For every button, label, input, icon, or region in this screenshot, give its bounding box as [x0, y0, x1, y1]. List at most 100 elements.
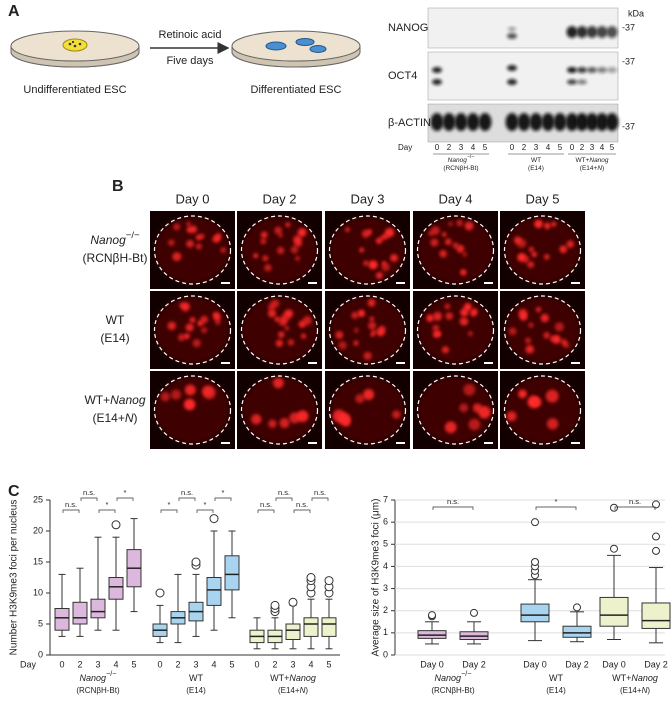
focus: [513, 236, 522, 245]
focus: [518, 389, 527, 399]
outlier: [270, 600, 280, 610]
dish-undifferentiated: [10, 30, 140, 68]
focus: [264, 263, 272, 272]
focus: [189, 225, 198, 234]
day-tick: 3: [534, 143, 539, 152]
group-label-part: Nanog: [631, 673, 658, 683]
band: [595, 113, 609, 131]
band: [606, 26, 618, 38]
significance-label: n.s.: [83, 488, 95, 497]
x-tick-label: Day 2: [565, 659, 589, 669]
band: [577, 67, 587, 73]
group-label: Nanog−/−: [435, 669, 472, 683]
day-tick: 4: [600, 143, 605, 152]
focus: [527, 261, 535, 269]
group-sublabel: (E14+N): [580, 165, 604, 172]
blot-strip: [427, 51, 619, 101]
significance-label: n.s.: [260, 500, 272, 509]
focus: [392, 410, 401, 419]
protein-label: β-ACTIN: [388, 117, 431, 129]
focus: [367, 298, 376, 307]
group-label-part: WT: [189, 673, 203, 683]
focus: [212, 311, 219, 318]
column-header: Day 3: [351, 191, 385, 206]
focus: [376, 328, 385, 337]
unit-label: kDa: [628, 8, 644, 18]
focus: [351, 311, 359, 319]
focus: [544, 222, 551, 230]
focus: [506, 411, 517, 422]
focus: [368, 260, 378, 270]
column-header: Day 5: [526, 191, 560, 206]
y-axis-title: Average size of H3K9me3 foci (μm): [371, 499, 382, 657]
band: [529, 113, 543, 131]
group-sublabel-part: ): [602, 165, 604, 172]
group-label-part: Nanog: [435, 673, 462, 683]
row-label: WT+Nanog: [84, 393, 145, 407]
focus: [441, 346, 450, 354]
band: [505, 113, 519, 131]
blot-strip: [427, 7, 619, 49]
protein-label: NANOG: [388, 22, 428, 34]
y-tick-label: 6: [383, 517, 388, 527]
focus: [287, 338, 295, 346]
outlier: [652, 546, 660, 555]
group-sublabel: (E14+N): [620, 686, 650, 695]
significance-bar: [160, 509, 178, 513]
focus: [543, 331, 551, 339]
row-sublabel: (E14): [100, 331, 129, 345]
band: [508, 27, 516, 31]
focus: [552, 335, 561, 344]
band: [432, 67, 442, 73]
nucleus-outline: [416, 215, 495, 285]
focus: [202, 386, 216, 400]
focus: [195, 243, 202, 250]
significance-bar: [257, 509, 275, 513]
focus: [300, 333, 307, 339]
x-tick-label: 0: [59, 659, 64, 669]
box: [599, 596, 629, 627]
outlier: [470, 608, 478, 617]
focus: [361, 229, 370, 238]
band: [577, 79, 587, 85]
nucleus-outline: [328, 215, 407, 285]
focus: [215, 232, 222, 240]
y-tick-label: 5: [38, 618, 43, 628]
focus: [270, 299, 280, 308]
focus: [472, 403, 483, 413]
focus: [260, 238, 267, 245]
band: [517, 113, 531, 131]
outlier: [288, 597, 298, 607]
focus: [272, 377, 284, 389]
nucleus-haze: [329, 376, 406, 444]
focus: [462, 252, 468, 257]
focus: [532, 397, 542, 407]
panel-label: A: [8, 3, 20, 20]
significance-bar: [80, 497, 98, 501]
row-sublabel: (RCNβH-Bt): [83, 251, 148, 265]
day-tick: 5: [610, 143, 615, 152]
row-sublabel-part: (E14): [100, 331, 129, 345]
box: [224, 555, 240, 591]
y-tick-label: 7: [383, 494, 388, 504]
focus: [439, 249, 448, 258]
x-tick-label: 0: [157, 659, 162, 669]
day-tick: 4: [546, 143, 551, 152]
focus: [363, 351, 372, 361]
band: [605, 113, 619, 131]
box: [562, 625, 592, 638]
column-header: Day 2: [263, 191, 297, 206]
box: [285, 623, 301, 640]
box: [641, 602, 671, 629]
box: [321, 617, 337, 637]
x-tick-label: 5: [229, 659, 234, 669]
significance-label: *: [124, 488, 127, 497]
nucleus-outline: [503, 375, 582, 445]
focus: [289, 412, 301, 424]
group-sublabel: (E14): [186, 686, 206, 695]
focus: [357, 309, 366, 318]
focus: [375, 271, 384, 280]
marker-label: -37: [622, 56, 635, 66]
